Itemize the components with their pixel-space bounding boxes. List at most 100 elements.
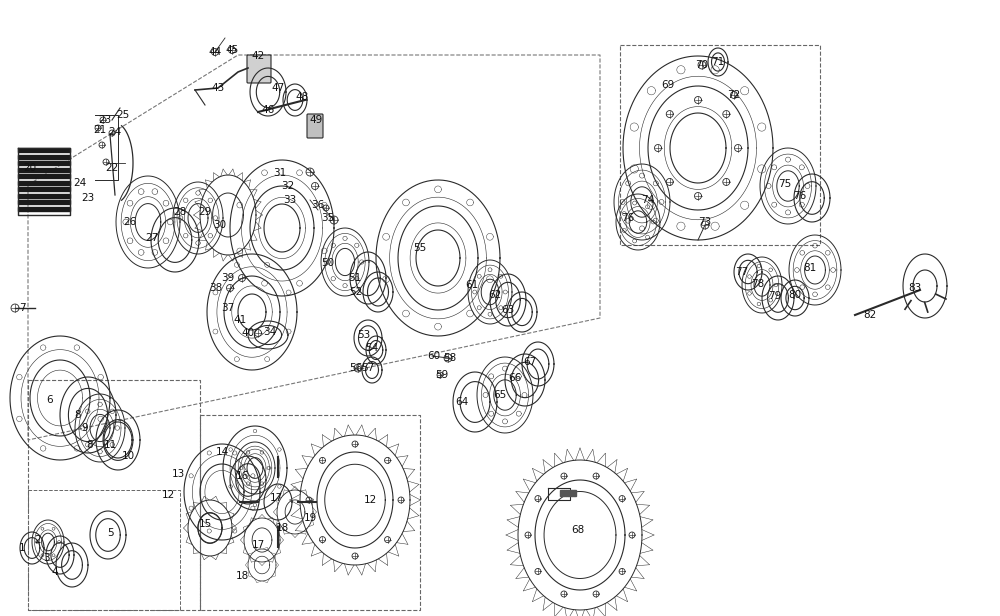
Text: 67: 67 <box>523 357 537 367</box>
Text: 42: 42 <box>251 51 265 61</box>
Text: 36: 36 <box>311 200 325 210</box>
Text: 47: 47 <box>271 83 285 93</box>
Text: 78: 78 <box>751 279 765 289</box>
Polygon shape <box>18 155 70 158</box>
Text: 34: 34 <box>263 327 277 337</box>
Text: 72: 72 <box>727 90 741 100</box>
Text: 31: 31 <box>273 168 287 178</box>
Polygon shape <box>18 200 70 204</box>
Text: 53: 53 <box>357 330 371 340</box>
Text: 77: 77 <box>735 267 749 277</box>
Text: 63: 63 <box>501 305 515 315</box>
Text: 14: 14 <box>215 447 229 457</box>
Text: 43: 43 <box>211 83 225 93</box>
Polygon shape <box>18 180 70 185</box>
Text: 39: 39 <box>221 273 235 283</box>
Text: 2: 2 <box>35 535 41 545</box>
Text: 71: 71 <box>711 57 725 67</box>
Text: 28: 28 <box>173 207 187 217</box>
Text: 49: 49 <box>309 115 323 125</box>
Text: 76: 76 <box>621 213 635 223</box>
Text: 19: 19 <box>303 513 317 523</box>
Text: 24: 24 <box>108 127 122 137</box>
Polygon shape <box>572 490 574 496</box>
Text: 75: 75 <box>778 179 792 189</box>
Text: 21: 21 <box>93 125 107 135</box>
Polygon shape <box>568 490 570 496</box>
Text: 8: 8 <box>87 440 93 450</box>
Text: 64: 64 <box>455 397 469 407</box>
Text: 18: 18 <box>275 523 289 533</box>
Polygon shape <box>18 161 70 165</box>
Text: 6: 6 <box>47 395 53 405</box>
Text: 40: 40 <box>241 328 255 338</box>
Text: 44: 44 <box>208 47 222 57</box>
Text: 9: 9 <box>82 423 88 433</box>
Text: 8: 8 <box>75 410 81 420</box>
Polygon shape <box>18 187 70 191</box>
Text: 56: 56 <box>349 363 363 373</box>
Text: 59: 59 <box>435 370 449 380</box>
Text: 23: 23 <box>81 193 95 203</box>
Text: 12: 12 <box>363 495 377 505</box>
Text: 79: 79 <box>768 291 782 301</box>
Text: 24: 24 <box>73 178 87 188</box>
Polygon shape <box>574 490 576 496</box>
Text: 20: 20 <box>23 163 37 173</box>
Text: 58: 58 <box>443 353 457 363</box>
Text: 68: 68 <box>571 525 585 535</box>
Polygon shape <box>560 490 562 496</box>
Text: 30: 30 <box>213 220 227 230</box>
Text: 82: 82 <box>863 310 877 320</box>
FancyBboxPatch shape <box>307 114 323 138</box>
Text: 45: 45 <box>225 45 239 55</box>
Text: 4: 4 <box>52 567 58 577</box>
Text: 33: 33 <box>283 195 297 205</box>
Text: 29: 29 <box>198 207 212 217</box>
Text: 12: 12 <box>161 490 175 500</box>
Text: 10: 10 <box>121 451 135 461</box>
Text: 5: 5 <box>107 528 113 538</box>
Text: 25: 25 <box>116 110 130 120</box>
Text: 74: 74 <box>641 195 655 205</box>
Polygon shape <box>18 193 70 198</box>
Text: 60: 60 <box>427 351 441 361</box>
Text: 48: 48 <box>295 92 309 102</box>
Text: 38: 38 <box>209 283 223 293</box>
FancyBboxPatch shape <box>247 55 271 83</box>
Polygon shape <box>18 148 70 152</box>
Text: 17: 17 <box>269 493 283 503</box>
Text: 15: 15 <box>198 519 212 529</box>
Text: 46: 46 <box>261 105 275 115</box>
Polygon shape <box>18 174 70 178</box>
Text: 50: 50 <box>321 258 335 268</box>
Text: 35: 35 <box>321 213 335 223</box>
Text: 57: 57 <box>361 363 375 373</box>
Text: 26: 26 <box>123 217 137 227</box>
Text: 23: 23 <box>98 115 112 125</box>
Polygon shape <box>562 490 564 496</box>
Text: 1: 1 <box>19 543 25 553</box>
Text: 54: 54 <box>365 343 379 353</box>
Text: 61: 61 <box>465 280 479 290</box>
Polygon shape <box>566 490 568 496</box>
Text: 16: 16 <box>235 471 249 481</box>
Text: 66: 66 <box>508 373 522 383</box>
Text: 17: 17 <box>251 540 265 550</box>
Text: 76: 76 <box>793 191 807 201</box>
Text: 13: 13 <box>171 469 185 479</box>
Text: 27: 27 <box>145 233 159 243</box>
Text: 3: 3 <box>43 553 49 563</box>
Text: 7: 7 <box>19 303 25 313</box>
Text: 73: 73 <box>698 217 712 227</box>
Text: 65: 65 <box>493 390 507 400</box>
Text: 81: 81 <box>803 263 817 273</box>
Text: 18: 18 <box>235 571 249 581</box>
Text: 80: 80 <box>788 290 802 300</box>
Text: 32: 32 <box>281 181 295 191</box>
Text: 70: 70 <box>695 60 709 70</box>
Polygon shape <box>18 206 70 211</box>
Text: 83: 83 <box>908 283 922 293</box>
Polygon shape <box>564 490 566 496</box>
Text: 52: 52 <box>349 287 363 297</box>
